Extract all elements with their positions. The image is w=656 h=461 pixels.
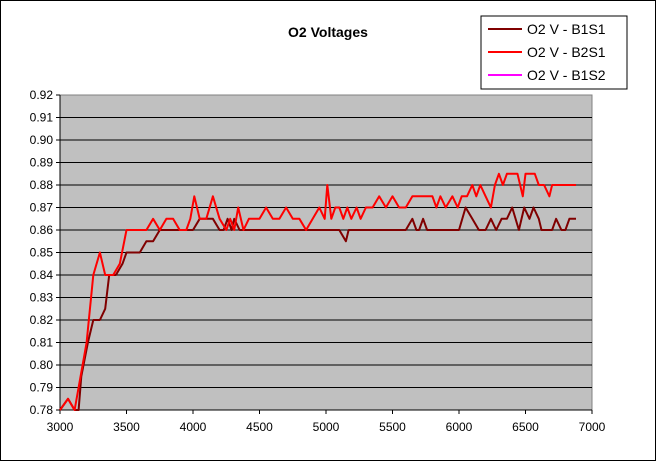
y-tick-label: 0.92: [30, 88, 54, 102]
x-tick-label: 3500: [113, 420, 140, 434]
chart-title: O2 Voltages: [288, 24, 368, 40]
y-tick-label: 0.87: [30, 201, 54, 215]
y-tick-label: 0.84: [30, 268, 54, 282]
y-tick-label: 0.78: [30, 403, 54, 417]
x-tick-label: 4500: [246, 420, 273, 434]
x-axis-ticks: 3000 3500 4000 4500 5000 5500 6000 6500 7000: [47, 410, 606, 434]
x-tick-label: 5000: [313, 420, 340, 434]
y-tick-label: 0.86: [30, 223, 54, 237]
y-tick-label: 0.83: [30, 291, 54, 305]
legend-label-b2s1: O2 V - B2S1: [527, 44, 606, 60]
x-tick-label: 6500: [512, 420, 539, 434]
x-tick-label: 5500: [379, 420, 406, 434]
x-tick-label: 6000: [446, 420, 473, 434]
y-tick-label: 0.82: [30, 313, 54, 327]
y-tick-label: 0.85: [30, 246, 54, 260]
y-tick-label: 0.91: [30, 111, 54, 125]
series-line-o2-v-b1s1: [59, 206, 576, 411]
x-tick-label: 3000: [47, 420, 74, 434]
x-tick-label: 4000: [180, 420, 207, 434]
y-tick-label: 0.89: [30, 156, 54, 170]
legend-label-b1s1: O2 V - B1S1: [527, 21, 606, 37]
y-axis-ticks: 0.92 0.91 0.90 0.89 0.88 0.87 0.86 0.85 0.84 0.83…: [30, 88, 60, 417]
legend-label-b1s2: O2 V - B1S2: [527, 67, 606, 83]
x-tick-label: 7000: [579, 420, 606, 434]
y-tick-label: 0.81: [30, 336, 54, 350]
series-lines: [59, 172, 576, 411]
legend: O2 V - B1S1 O2 V - B2S1 O2 V - B1S2: [480, 15, 628, 90]
y-tick-label: 0.90: [30, 133, 54, 147]
y-tick-label: 0.88: [30, 178, 54, 192]
y-tick-label: 0.79: [30, 381, 54, 395]
series-line-o2-v-b2s1: [59, 172, 576, 411]
y-tick-label: 0.80: [30, 358, 54, 372]
